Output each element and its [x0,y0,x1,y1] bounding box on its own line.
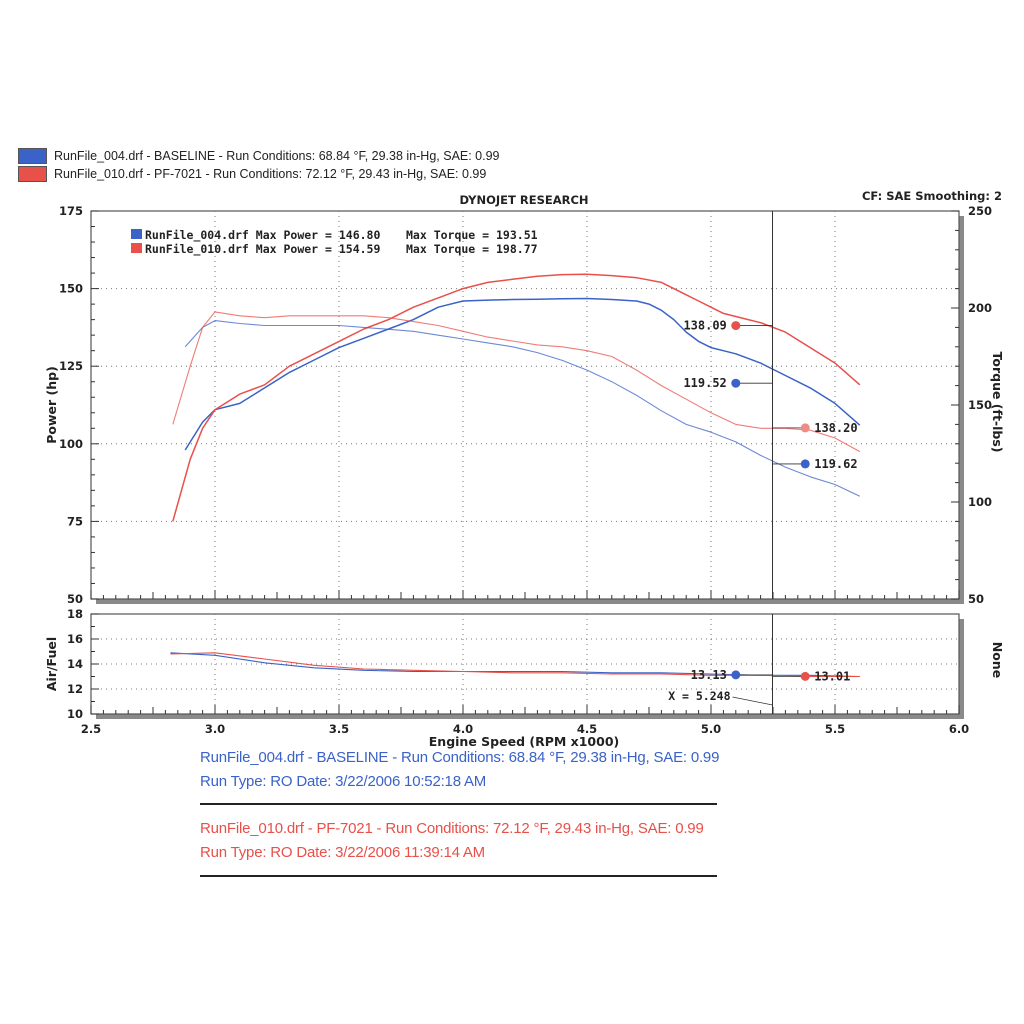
legend-swatch-pf7021 [18,166,47,182]
x-tick-label: 5.5 [825,722,845,736]
power-tick-label: 175 [59,204,83,218]
x-axis-label: Engine Speed (RPM x1000) [429,734,619,749]
af-tick-label: 14 [67,657,83,671]
grid-layer [91,211,959,714]
torque-tick-label: 150 [968,398,992,412]
cf-smoothing-text: CF: SAE Smoothing: 2 [862,189,1002,203]
chart-title: DYNOJET RESEARCH [459,193,588,207]
run-info-baseline-line1: RunFile_004.drf - BASELINE - Run Conditi… [200,749,720,766]
power-axis-label: Power (hp) [44,366,59,444]
point-marker [800,459,810,469]
x-tick-label: 4.5 [577,722,597,736]
maxbox-swatch-pf7021 [131,243,142,253]
af-tick-label: 10 [67,707,83,721]
af-tick-label: 18 [67,607,83,621]
point-marker [731,670,741,680]
x-tick-label: 3.5 [329,722,349,736]
series-layer [170,273,861,678]
maxbox-swatch-baseline [131,229,142,239]
power-tick-label: 100 [59,437,83,451]
maxbox-torque-baseline: Max Torque = 193.51 [406,228,538,242]
run-info-baseline-line2: Run Type: RO Date: 3/22/2006 10:52:18 AM [200,773,487,790]
legend-entry-pf7021: RunFile_010.drf - PF-7021 - Run Conditio… [18,165,500,183]
torque-tick-label: 100 [968,495,992,509]
run-info-baseline: RunFile_004.drf - BASELINE - Run Conditi… [200,746,719,794]
series-line-power [172,273,861,522]
x-tick-label: 4.0 [453,722,473,736]
legend-entry-baseline: RunFile_004.drf - BASELINE - Run Conditi… [18,147,500,165]
x-tick-label: 6.0 [949,722,969,736]
point-value-label: 138.20 [814,421,857,435]
run-info-pf7021: RunFile_010.drf - PF-7021 - Run Conditio… [200,817,704,865]
series-line-af [170,652,860,678]
x-tick-label: 2.5 [81,722,101,736]
af-tick-label: 12 [67,682,83,696]
point-value-label: 119.52 [683,376,726,390]
af-right-label: None [990,642,1005,678]
legend-text-baseline: RunFile_004.drf - BASELINE - Run Conditi… [54,149,500,163]
point-value-label: 119.62 [814,457,857,471]
x-tick-label: 3.0 [205,722,225,736]
maxbox-power-baseline: RunFile_004.drf Max Power = 146.80 [145,228,380,243]
legend-swatch-baseline [18,148,47,164]
cursor-leader-line [732,696,773,706]
af-axis-label: Air/Fuel [44,637,59,691]
maxbox-power-pf7021: RunFile_010.drf Max Power = 154.59 [145,242,380,257]
series-line-torque [184,320,861,497]
af-tick-label: 16 [67,632,83,646]
point-marker [731,321,741,331]
maxbox-torque-pf7021: Max Torque = 198.77 [406,242,538,256]
point-value-label: 138.09 [683,319,726,333]
series-line-torque [172,311,861,453]
divider-1 [200,803,717,805]
legend-text-pf7021: RunFile_010.drf - PF-7021 - Run Conditio… [54,167,487,181]
cursor-layer: X = 5.248 [668,211,774,714]
point-marker [800,423,810,433]
divider-2 [200,875,717,877]
torque-tick-label: 200 [968,301,992,315]
run-info-pf7021-line1: RunFile_010.drf - PF-7021 - Run Conditio… [200,820,704,837]
point-value-label: 13.01 [814,669,850,683]
point-label-layer: 138.09 119.52 138.20 119.62 13.13 13.01 [683,319,857,684]
run-info-pf7021-line2: Run Type: RO Date: 3/22/2006 11:39:14 AM [200,844,485,861]
top-legend: RunFile_004.drf - BASELINE - Run Conditi… [18,147,500,183]
torque-axis-label: Torque (ft-lbs) [990,352,1005,453]
power-tick-label: 75 [67,514,83,528]
power-tick-label: 125 [59,359,83,373]
point-value-label: 13.13 [691,668,727,682]
series-line-power [184,297,861,451]
torque-tick-label: 250 [968,204,992,218]
cursor-value-label: X = 5.248 [668,689,730,703]
point-marker [800,671,810,681]
torque-tick-label: 50 [968,592,984,606]
power-tick-label: 150 [59,282,83,296]
power-tick-label: 50 [67,592,83,606]
point-marker [731,378,741,388]
x-tick-label: 5.0 [701,722,721,736]
